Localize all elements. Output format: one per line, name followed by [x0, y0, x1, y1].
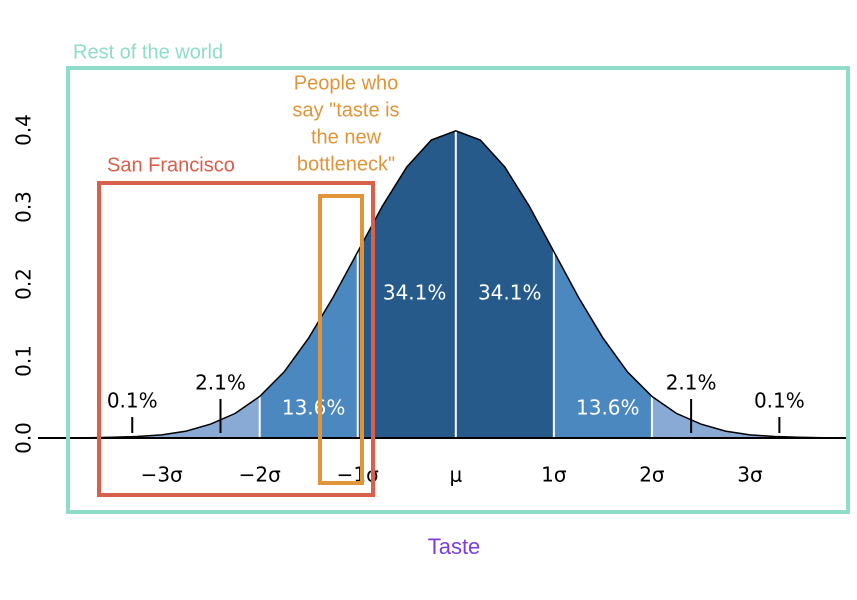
people-box [318, 194, 364, 485]
people-label: bottleneck" [297, 153, 395, 175]
percent-label: 2.1% [195, 371, 246, 395]
x-tick-label: 3σ [737, 463, 763, 487]
people-label: say "taste is [292, 99, 399, 121]
world-box [66, 66, 850, 514]
region [88, 396, 260, 438]
y-tick-label: 0.4 [12, 114, 36, 146]
y-tick-label: 0.1 [12, 345, 36, 377]
percent-label: 13.6% [576, 396, 640, 420]
sf-box [97, 181, 375, 497]
y-tick-label: 0.0 [12, 422, 36, 454]
percent-label: 34.1% [478, 281, 542, 305]
x-axis-label: Taste [428, 534, 481, 559]
percent-label: 0.1% [754, 389, 805, 413]
people-label: the new [311, 126, 382, 148]
people-label: People who [294, 72, 399, 94]
x-tick-label: −2σ [239, 463, 281, 487]
percent-label: 34.1% [383, 281, 447, 305]
y-tick-label: 0.3 [12, 191, 36, 223]
world-label: Rest of the world [73, 41, 223, 63]
x-tick-label: −3σ [141, 463, 183, 487]
y-tick-label: 0.2 [12, 268, 36, 300]
percent-label: 2.1% [666, 371, 717, 395]
x-tick-label: μ [449, 463, 462, 487]
percent-label: 0.1% [107, 389, 158, 413]
x-tick-label: 1σ [541, 463, 567, 487]
percent-label: 13.6% [282, 396, 346, 420]
density-curve [88, 129, 824, 439]
region [651, 396, 824, 438]
sf-label: San Francisco [107, 154, 235, 176]
x-tick-label: 2σ [639, 463, 665, 487]
